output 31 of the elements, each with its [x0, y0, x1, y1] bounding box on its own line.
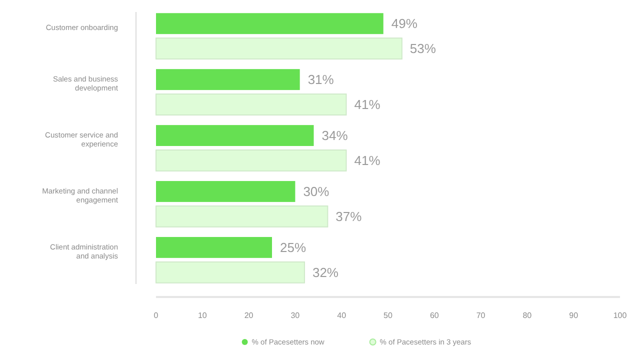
bar — [156, 181, 296, 202]
x-tick-label: 10 — [198, 311, 208, 320]
x-tick-label: 80 — [522, 311, 532, 320]
x-tick-label: 70 — [476, 311, 486, 320]
x-tick-label: 40 — [337, 311, 347, 320]
bar — [156, 150, 347, 172]
bar — [156, 261, 305, 284]
text: 31% — [308, 72, 334, 88]
text: 34% — [322, 128, 348, 144]
x-tick-label: 50 — [384, 311, 393, 320]
bar — [156, 69, 300, 90]
text: 25% — [280, 240, 306, 256]
bar — [156, 94, 347, 116]
x-tick-label: 20 — [244, 311, 254, 320]
text: 37% — [336, 208, 362, 224]
x-tick-label: 90 — [569, 311, 579, 320]
x-tick-label: 60 — [430, 311, 440, 320]
x-tick-label: 0 — [154, 311, 159, 320]
x-tick-label: 30 — [290, 311, 300, 320]
text: 32% — [312, 264, 339, 280]
bar — [156, 13, 384, 34]
text: 41% — [354, 153, 380, 168]
text: 41% — [354, 97, 380, 112]
bar — [156, 125, 314, 146]
text: 53% — [410, 41, 436, 56]
bar — [156, 205, 328, 228]
bar — [156, 236, 272, 258]
text: 49% — [391, 16, 418, 32]
text: 30% — [303, 184, 330, 200]
x-tick-label: 100 — [613, 311, 628, 320]
bar — [156, 38, 402, 60]
